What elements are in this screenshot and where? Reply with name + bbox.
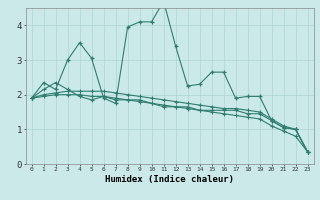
X-axis label: Humidex (Indice chaleur): Humidex (Indice chaleur) [105,175,234,184]
